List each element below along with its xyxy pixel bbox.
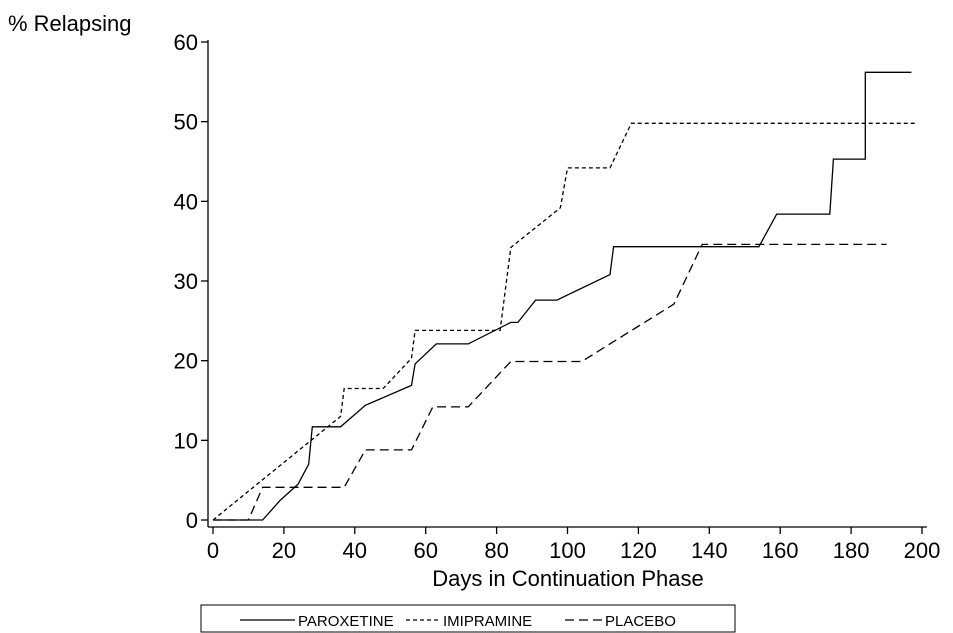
x-ticks: 0 20 40 60 80 100 120 140 160 180 200 — [207, 527, 940, 563]
legend-label-paroxetine: PAROXETINE — [298, 613, 394, 630]
y-axis-title: % Relapsing — [8, 11, 132, 36]
series-line-paroxetine — [213, 71, 912, 521]
x-axis-title: Days in Continuation Phase — [432, 566, 704, 591]
series-line-placebo — [213, 243, 887, 521]
x-tick-label: 200 — [904, 538, 941, 563]
legend-label-placebo: PLACEBO — [605, 613, 676, 630]
legend-frame — [200, 604, 736, 633]
y-tick-label: 30 — [174, 269, 198, 294]
x-tick-label: 160 — [762, 538, 799, 563]
legend-label-imipramine: IMIPRAMINE — [443, 613, 532, 630]
x-tick-label: 180 — [833, 538, 870, 563]
y-tick-label: 0 — [186, 508, 198, 533]
x-tick-label: 60 — [413, 538, 437, 563]
x-tick-label: 40 — [343, 538, 367, 563]
y-tick-label: 20 — [174, 349, 198, 374]
x-tick-label: 20 — [272, 538, 296, 563]
x-tick-label: 120 — [620, 538, 657, 563]
y-ticks: 0 10 20 30 40 50 60 — [174, 30, 208, 533]
y-tick-label: 10 — [174, 428, 198, 453]
series-lines — [212, 71, 915, 521]
x-tick-label: 0 — [207, 538, 219, 563]
series-line-imipramine — [212, 122, 915, 521]
x-tick-label: 100 — [549, 538, 586, 563]
y-tick-label: 40 — [174, 189, 198, 214]
y-tick-label: 60 — [174, 30, 198, 55]
y-tick-label: 50 — [174, 110, 198, 135]
x-tick-label: 140 — [691, 538, 728, 563]
legend: PAROXETINE IMIPRAMINE PLACEBO — [200, 604, 736, 633]
x-tick-label: 80 — [484, 538, 508, 563]
